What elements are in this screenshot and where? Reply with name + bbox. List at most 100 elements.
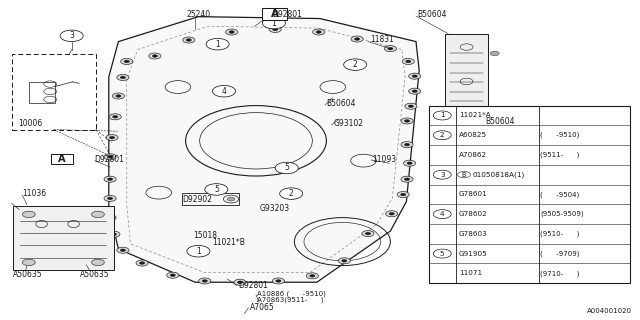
Circle shape	[104, 214, 116, 221]
Circle shape	[280, 188, 303, 199]
Circle shape	[116, 95, 121, 97]
Text: D92801: D92801	[95, 156, 125, 164]
Circle shape	[384, 45, 396, 52]
Text: (      -9504): ( -9504)	[540, 191, 579, 198]
Circle shape	[433, 131, 451, 140]
Text: 10006: 10006	[18, 119, 42, 128]
Text: 15018: 15018	[193, 231, 218, 240]
Text: (9511-      ): (9511- )	[540, 152, 580, 158]
Text: 5: 5	[214, 185, 219, 194]
Circle shape	[385, 211, 398, 217]
Circle shape	[206, 38, 229, 50]
Circle shape	[273, 278, 284, 284]
Circle shape	[276, 280, 281, 282]
Circle shape	[92, 211, 104, 218]
Text: 1: 1	[215, 40, 220, 49]
Text: G93203: G93203	[259, 204, 289, 213]
Circle shape	[60, 30, 83, 42]
Circle shape	[339, 258, 351, 264]
Text: A50635: A50635	[13, 270, 42, 279]
Circle shape	[269, 26, 282, 33]
Circle shape	[229, 31, 234, 33]
Text: 5: 5	[284, 164, 289, 172]
Circle shape	[140, 262, 145, 264]
Circle shape	[406, 60, 411, 63]
Text: A60825: A60825	[459, 132, 487, 138]
Text: A10886 (      -9510): A10886 ( -9510)	[257, 291, 326, 297]
Circle shape	[342, 260, 347, 262]
Circle shape	[120, 249, 125, 252]
Circle shape	[148, 53, 161, 59]
Polygon shape	[109, 17, 419, 282]
Circle shape	[412, 90, 417, 92]
Circle shape	[365, 232, 371, 235]
Circle shape	[389, 212, 394, 215]
Circle shape	[401, 118, 413, 124]
Text: A004001020: A004001020	[588, 308, 632, 314]
Circle shape	[433, 170, 451, 179]
Text: 2: 2	[440, 132, 445, 138]
Text: G91905: G91905	[459, 251, 488, 257]
Text: 11071: 11071	[459, 270, 482, 276]
Text: B: B	[461, 172, 467, 178]
Circle shape	[92, 259, 104, 266]
FancyBboxPatch shape	[445, 34, 488, 129]
Text: G78601: G78601	[459, 191, 488, 197]
Circle shape	[22, 259, 35, 266]
Circle shape	[186, 39, 191, 41]
Text: 1: 1	[440, 112, 445, 118]
Circle shape	[458, 172, 470, 178]
Circle shape	[187, 245, 210, 257]
Text: D92902: D92902	[182, 196, 212, 204]
Circle shape	[403, 58, 415, 64]
Circle shape	[310, 275, 315, 277]
Circle shape	[355, 38, 360, 40]
Circle shape	[226, 29, 238, 35]
Circle shape	[433, 210, 451, 219]
Text: A70862: A70862	[459, 152, 487, 158]
Circle shape	[404, 143, 410, 146]
Circle shape	[152, 55, 157, 57]
Circle shape	[108, 156, 113, 158]
FancyBboxPatch shape	[13, 206, 114, 270]
Circle shape	[108, 216, 113, 219]
Circle shape	[170, 274, 175, 276]
Circle shape	[409, 88, 421, 94]
Text: 2: 2	[289, 189, 294, 198]
Text: (9505-9509): (9505-9509)	[540, 211, 584, 217]
Circle shape	[113, 116, 118, 118]
Text: 11036: 11036	[22, 189, 47, 198]
Circle shape	[351, 36, 364, 42]
Text: B50604: B50604	[417, 10, 447, 19]
Circle shape	[136, 260, 148, 266]
Text: (      -9709): ( -9709)	[540, 250, 580, 257]
Text: 11021*B: 11021*B	[212, 238, 245, 247]
Circle shape	[113, 93, 125, 99]
Circle shape	[120, 58, 133, 64]
Circle shape	[104, 176, 116, 182]
Text: 1: 1	[196, 247, 201, 256]
Circle shape	[388, 47, 393, 50]
Text: G78602: G78602	[459, 211, 488, 217]
Circle shape	[262, 17, 285, 29]
Circle shape	[408, 105, 413, 108]
Circle shape	[404, 160, 416, 166]
Text: 4: 4	[440, 211, 445, 217]
Circle shape	[234, 279, 246, 285]
Text: B50604: B50604	[485, 117, 515, 126]
Text: 3: 3	[69, 31, 74, 40]
FancyBboxPatch shape	[262, 8, 287, 20]
Text: (9710-      ): (9710- )	[540, 270, 580, 276]
Text: G78603: G78603	[459, 231, 488, 237]
Circle shape	[433, 249, 451, 258]
Circle shape	[409, 73, 421, 79]
Circle shape	[202, 280, 207, 282]
Text: A: A	[271, 9, 278, 19]
Text: 11021*A: 11021*A	[459, 112, 491, 118]
Text: A7065: A7065	[250, 303, 275, 312]
Circle shape	[407, 162, 412, 164]
Circle shape	[108, 231, 120, 237]
Circle shape	[166, 272, 179, 278]
Text: 11093: 11093	[372, 155, 397, 164]
Text: 3: 3	[440, 172, 445, 178]
